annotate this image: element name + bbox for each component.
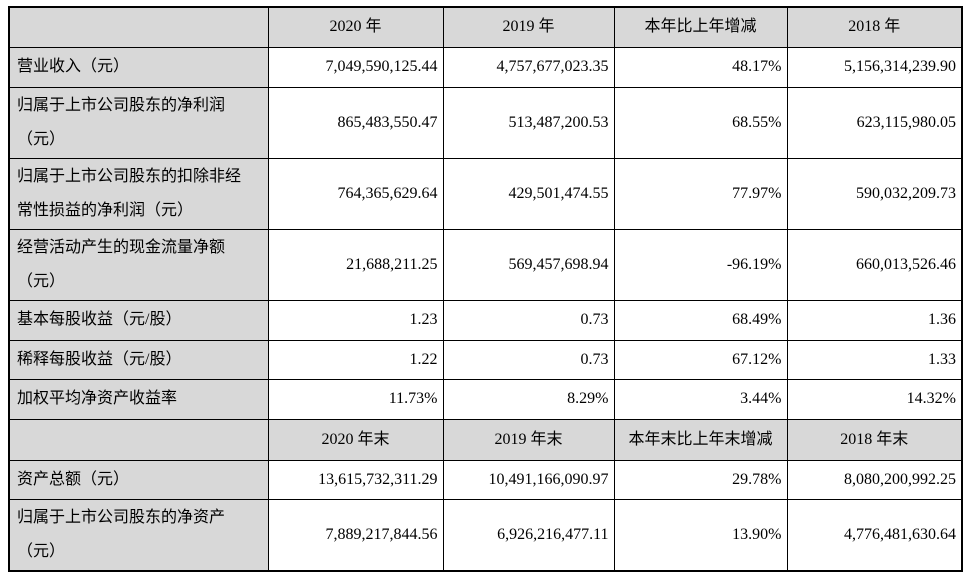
cell-value: 68.55% (613, 86, 788, 159)
cell-value: 569,457,698.94 (442, 228, 615, 301)
cell-value: 29.78% (613, 459, 788, 500)
cell-value: 68.49% (613, 299, 788, 341)
cell-value: 48.17% (613, 46, 788, 88)
cell-value: 13.90% (613, 498, 788, 572)
cell-value: 1.22 (267, 339, 444, 380)
corner-cell (8, 6, 269, 48)
cell-value: 13,615,732,311.29 (267, 459, 444, 500)
cell-value: 14.32% (786, 378, 963, 420)
column-header-2018-end: 2018 年末 (786, 418, 963, 461)
cell-value: 0.73 (442, 299, 615, 341)
column-header-yoy-end-change: 本年末比上年末增减 (613, 418, 788, 461)
column-header-2019-end: 2019 年末 (442, 418, 615, 461)
cell-value: 4,776,481,630.64 (786, 498, 963, 572)
column-header-2020: 2020 年 (267, 6, 444, 48)
cell-value: 865,483,550.47 (267, 86, 444, 159)
cell-value: 660,013,526.46 (786, 228, 963, 301)
cell-value: 7,049,590,125.44 (267, 46, 444, 88)
cell-value: 6,926,216,477.11 (442, 498, 615, 572)
row-label-revenue: 营业收入（元） (8, 46, 269, 88)
table-row: 归属于上市公司股东的扣除非经 常性损益的净利润（元） 764,365,629.6… (8, 157, 963, 230)
cell-value: 21,688,211.25 (267, 228, 444, 301)
cell-value: 590,032,209.73 (786, 157, 963, 230)
column-header-yoy-change: 本年比上年增减 (613, 6, 788, 48)
row-label-net-profit: 归属于上市公司股东的净利润 （元） (8, 86, 269, 159)
cell-value: 1.33 (786, 339, 963, 380)
row-label-basic-eps: 基本每股收益（元/股） (8, 299, 269, 341)
cell-value: 429,501,474.55 (442, 157, 615, 230)
table-row: 加权平均净资产收益率 11.73% 8.29% 3.44% 14.32% (8, 378, 963, 420)
cell-value: 1.23 (267, 299, 444, 341)
period-header-row: 2020 年 2019 年 本年比上年增减 2018 年 (8, 6, 963, 48)
period-end-header-row: 2020 年末 2019 年末 本年末比上年末增减 2018 年末 (8, 418, 963, 461)
cell-value: 0.73 (442, 339, 615, 380)
cell-value: 764,365,629.64 (267, 157, 444, 230)
row-label-total-assets: 资产总额（元） (8, 459, 269, 500)
cell-value: 8,080,200,992.25 (786, 459, 963, 500)
financial-summary-table-wrap: 2020 年 2019 年 本年比上年增减 2018 年 营业收入（元） 7,0… (8, 6, 963, 572)
cell-value: 10,491,166,090.97 (442, 459, 615, 500)
table-row: 资产总额（元） 13,615,732,311.29 10,491,166,090… (8, 459, 963, 500)
table-row: 稀释每股收益（元/股） 1.22 0.73 67.12% 1.33 (8, 339, 963, 380)
row-label-weighted-avg-roe: 加权平均净资产收益率 (8, 378, 269, 420)
cell-value: 5,156,314,239.90 (786, 46, 963, 88)
column-header-2018: 2018 年 (786, 6, 963, 48)
row-label-net-assets: 归属于上市公司股东的净资产 （元） (8, 498, 269, 572)
row-label-diluted-eps: 稀释每股收益（元/股） (8, 339, 269, 380)
table-row: 归属于上市公司股东的净利润 （元） 865,483,550.47 513,487… (8, 86, 963, 159)
table-row: 归属于上市公司股东的净资产 （元） 7,889,217,844.56 6,926… (8, 498, 963, 572)
cell-value: 3.44% (613, 378, 788, 420)
row-label-operating-cash-flow: 经营活动产生的现金流量净额 （元） (8, 228, 269, 301)
column-header-2020-end: 2020 年末 (267, 418, 444, 461)
row-label-net-profit-excl-nonrecurring: 归属于上市公司股东的扣除非经 常性损益的净利润（元） (8, 157, 269, 230)
cell-value: 67.12% (613, 339, 788, 380)
cell-value: 513,487,200.53 (442, 86, 615, 159)
table-row: 营业收入（元） 7,049,590,125.44 4,757,677,023.3… (8, 46, 963, 88)
table-row: 经营活动产生的现金流量净额 （元） 21,688,211.25 569,457,… (8, 228, 963, 301)
cell-value: -96.19% (613, 228, 788, 301)
corner-cell (8, 418, 269, 461)
table-row: 基本每股收益（元/股） 1.23 0.73 68.49% 1.36 (8, 299, 963, 341)
cell-value: 8.29% (442, 378, 615, 420)
cell-value: 1.36 (786, 299, 963, 341)
column-header-2019: 2019 年 (442, 6, 615, 48)
financial-summary-table: 2020 年 2019 年 本年比上年增减 2018 年 营业收入（元） 7,0… (8, 6, 963, 572)
cell-value: 11.73% (267, 378, 444, 420)
cell-value: 77.97% (613, 157, 788, 230)
cell-value: 4,757,677,023.35 (442, 46, 615, 88)
cell-value: 7,889,217,844.56 (267, 498, 444, 572)
cell-value: 623,115,980.05 (786, 86, 963, 159)
